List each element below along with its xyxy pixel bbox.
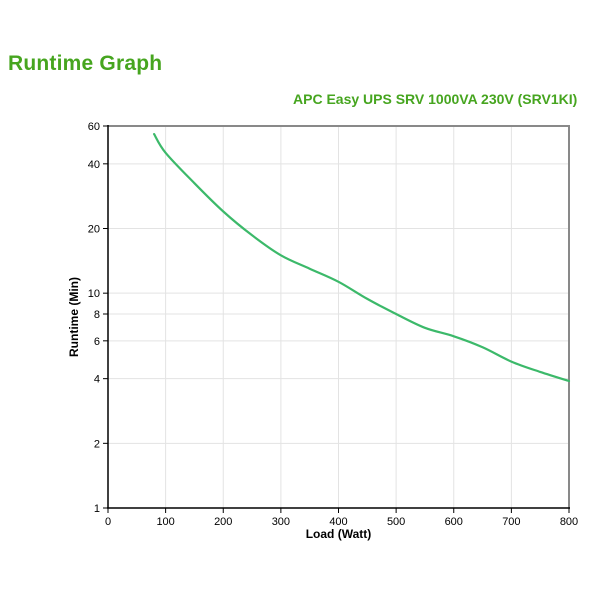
x-tick-label: 400 bbox=[329, 516, 347, 528]
page-title: Runtime Graph bbox=[8, 52, 163, 75]
x-axis-label: Load (Watt) bbox=[306, 527, 372, 541]
runtime-curve bbox=[153, 133, 571, 383]
y-tick-label: 4 bbox=[94, 374, 100, 386]
y-tick-label: 10 bbox=[88, 288, 100, 300]
y-tick-label: 20 bbox=[88, 223, 100, 235]
y-tick-label: 60 bbox=[88, 121, 100, 133]
x-tick-label: 100 bbox=[156, 516, 174, 528]
chart-title: APC Easy UPS SRV 1000VA 230V (SRV1KI) bbox=[293, 91, 578, 107]
x-tick-label: 0 bbox=[105, 516, 111, 528]
y-tick-label: 8 bbox=[94, 309, 100, 321]
x-tick-label: 700 bbox=[502, 516, 520, 528]
x-tick-label: 600 bbox=[445, 516, 463, 528]
y-tick-label: 1 bbox=[94, 503, 100, 515]
y-tick-label: 40 bbox=[88, 159, 100, 171]
y-tick-label: 2 bbox=[94, 438, 100, 450]
x-tick-label: 500 bbox=[387, 516, 405, 528]
x-tick-label: 800 bbox=[560, 516, 578, 528]
y-tick-label: 6 bbox=[94, 336, 100, 348]
x-tick-label: 200 bbox=[214, 516, 232, 528]
x-tick-label: 300 bbox=[272, 516, 290, 528]
y-axis-label: Runtime (Min) bbox=[67, 277, 81, 357]
